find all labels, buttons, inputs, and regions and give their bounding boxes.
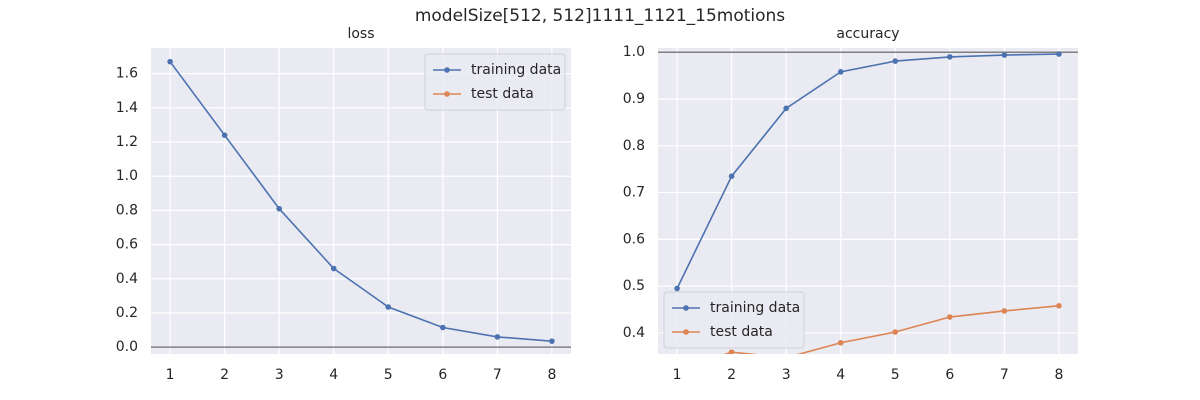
data-point — [385, 304, 392, 310]
y-tick-label: 0.9 — [623, 91, 645, 107]
data-point — [947, 54, 953, 60]
data-point — [783, 105, 789, 112]
x-tick-label: 7 — [493, 367, 502, 383]
axes: accuracy 1 2 3 4 5 6 7 8 0.4 0.5 0.6 0.7 0.8 0.9 1.0 tra… — [623, 26, 1078, 383]
axes: loss 1 2 3 4 5 6 7 8 0.0 0.2 0.4 0.6 0.8 1.0 1.2 1.4 1.6 t… — [116, 26, 571, 383]
y-tick-label: 0.5 — [623, 278, 645, 294]
legend-label: training data — [710, 300, 800, 316]
x-tick-label: 4 — [329, 367, 338, 383]
axes-title: loss — [347, 26, 374, 42]
data-point — [837, 69, 844, 75]
series-line — [676, 53, 1059, 289]
data-point — [1001, 308, 1008, 314]
data-point — [1056, 51, 1062, 57]
data-point — [728, 349, 735, 354]
y-tick-label: 0.4 — [623, 325, 645, 341]
legend-box — [663, 291, 805, 349]
legend-label: test data — [471, 86, 534, 102]
figure-title: modelSize[512, 512]1111_1121_15motions — [415, 6, 785, 26]
x-tick-label: 4 — [836, 367, 845, 383]
y-tick-label: 0.2 — [116, 305, 138, 321]
data-point — [674, 285, 680, 292]
y-tick-label: 0.6 — [623, 231, 645, 247]
legend-marker — [683, 305, 689, 311]
y-tick-label: 0.8 — [116, 202, 138, 218]
x-tick-label: 3 — [275, 367, 284, 383]
y-tick-label: 1.4 — [116, 100, 138, 116]
data-point — [167, 58, 173, 65]
series-line — [723, 305, 1059, 354]
x-tick-label: 2 — [220, 367, 229, 383]
data-point — [892, 329, 899, 335]
data-point — [728, 173, 735, 180]
data-point — [330, 265, 337, 272]
x-tick-label: 1 — [673, 367, 682, 383]
plot-content — [658, 51, 1078, 361]
y-tick-label: 0.0 — [116, 339, 138, 355]
data-point — [892, 58, 899, 64]
legend-box — [424, 53, 566, 111]
y-tick-label: 0.7 — [623, 185, 645, 201]
x-tick-label: 6 — [945, 367, 954, 383]
data-point — [440, 324, 446, 331]
legend-marker — [444, 67, 450, 73]
x-tick-label: 8 — [1054, 367, 1063, 383]
x-tick-label: 6 — [438, 367, 447, 383]
y-tick-label: 0.6 — [116, 237, 138, 253]
y-tick-label: 1.0 — [623, 44, 645, 60]
x-tick-label: 5 — [891, 367, 900, 383]
x-tick-label: 1 — [166, 367, 175, 383]
data-point — [1056, 303, 1062, 309]
legend: training data test data — [424, 53, 566, 111]
data-point — [221, 132, 228, 138]
data-point — [549, 338, 555, 344]
data-point — [783, 355, 789, 361]
axes-title: accuracy — [836, 26, 899, 42]
y-tick-label: 0.4 — [116, 271, 138, 287]
y-tick-label: 0.8 — [623, 138, 645, 154]
x-tick-label: 3 — [782, 367, 791, 383]
legend-marker — [683, 329, 689, 335]
series-line — [169, 61, 552, 342]
data-point — [494, 334, 501, 340]
y-tick-label: 1.2 — [116, 134, 138, 150]
plot-content — [151, 58, 571, 348]
x-tick-label: 8 — [547, 367, 556, 383]
data-point — [947, 314, 953, 320]
y-tick-label: 1.6 — [116, 66, 138, 82]
legend-label: training data — [471, 62, 561, 78]
x-tick-label: 2 — [727, 367, 736, 383]
legend: training data test data — [663, 291, 805, 349]
data-point — [837, 339, 844, 346]
y-tick-label: 1.0 — [116, 168, 138, 184]
x-tick-label: 7 — [1000, 367, 1009, 383]
data-point — [276, 205, 282, 212]
legend-label: test data — [710, 324, 773, 340]
data-point — [1001, 52, 1008, 58]
legend-marker — [444, 91, 450, 97]
x-tick-label: 5 — [384, 367, 393, 383]
